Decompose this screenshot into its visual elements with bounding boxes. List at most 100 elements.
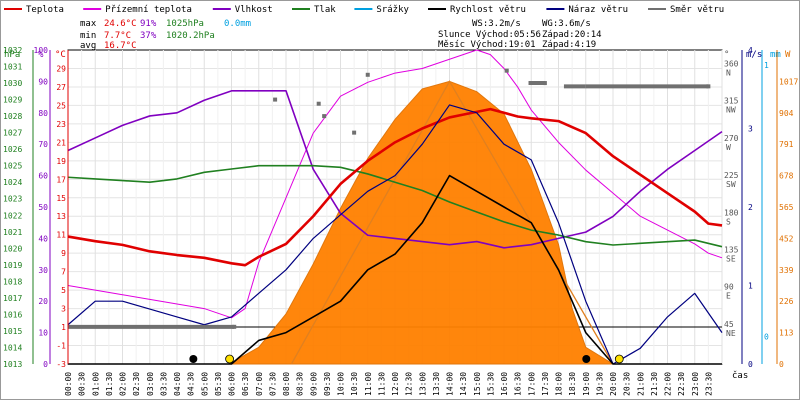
tick-hum-0: 100	[34, 46, 49, 55]
stat-min-label: min	[80, 31, 96, 41]
wind-dir-point-12	[706, 84, 711, 89]
stat-max-temp: 24.6°C	[104, 19, 137, 29]
info-sun-set: Západ:20:14	[542, 30, 602, 40]
tick-time-6: 03:00	[146, 372, 155, 396]
tick-time-44: 22:00	[664, 372, 673, 396]
legend-label-5: Rychlost větru	[450, 5, 526, 15]
axis-hum-unit: %	[38, 50, 44, 60]
tick-hum-6: 40	[38, 234, 48, 243]
tick-dir-name-1: NW	[726, 106, 736, 115]
stat-max-press: 1025hPa	[166, 19, 204, 29]
tick-time-13: 06:30	[241, 372, 250, 396]
tick-hum-8: 20	[38, 297, 48, 306]
tick-temp-12: 5	[61, 286, 66, 295]
legend-label-4: Srážky	[376, 5, 409, 15]
axis-solar-unit: W	[785, 50, 791, 60]
sunrise-marker	[225, 354, 234, 364]
tick-hum-3: 70	[38, 140, 48, 149]
tick-time-40: 20:00	[609, 372, 618, 396]
tick-time-8: 04:00	[173, 372, 182, 396]
tick-time-24: 12:00	[391, 372, 400, 396]
tick-rain-1: 0	[764, 332, 769, 341]
tick-solar-5: 452	[779, 234, 794, 243]
legend-label-3: Tlak	[314, 5, 336, 15]
tick-wind-3: 1	[748, 282, 753, 291]
tick-hpa-4: 1028	[3, 112, 22, 121]
tick-dir-name-4: S	[726, 217, 731, 226]
tick-hpa-9: 1023	[3, 195, 22, 204]
tick-time-33: 16:30	[514, 372, 523, 396]
tick-dir-deg-4: 180	[724, 208, 739, 217]
tick-time-22: 11:00	[364, 372, 373, 396]
tick-time-30: 15:00	[473, 372, 482, 396]
legend-label-0: Teplota	[26, 5, 64, 15]
tick-dir-name-5: SE	[726, 254, 736, 263]
wind-speed-line	[68, 174, 722, 365]
axis-temp-unit: °C	[55, 50, 66, 60]
tick-time-3: 01:30	[105, 372, 114, 396]
tick-solar-7: 226	[779, 297, 794, 306]
tick-temp-15: -1	[56, 342, 66, 351]
tick-dir-name-3: SW	[726, 180, 736, 189]
tick-solar-8: 113	[779, 329, 794, 338]
tick-time-26: 13:00	[418, 372, 427, 396]
tick-temp-13: 3	[61, 305, 66, 314]
tick-hum-4: 60	[38, 172, 48, 181]
tick-time-46: 23:00	[691, 372, 700, 396]
tick-time-39: 19:30	[595, 372, 604, 396]
tick-temp-16: -3	[56, 360, 66, 369]
tick-time-2: 01:00	[91, 372, 100, 396]
tick-time-23: 11:30	[377, 372, 386, 396]
legend-label-7: Směr větru	[670, 5, 724, 15]
wind-dir-point-3	[316, 101, 321, 106]
tick-dir-name-2: W	[726, 143, 731, 152]
info-moon-set: Západ:4:19	[542, 40, 596, 50]
tick-dir-deg-0: 360	[724, 60, 739, 69]
tick-temp-11: 7	[61, 268, 66, 277]
tick-hum-10: 0	[43, 360, 48, 369]
ground-temp-line	[67, 49, 723, 319]
wind-dir-point-6	[365, 72, 370, 77]
tick-wind-4: 0	[748, 360, 753, 369]
tick-dir-name-7: NE	[726, 329, 736, 338]
tick-hpa-18: 1014	[3, 343, 22, 352]
tick-hpa-17: 1015	[3, 327, 22, 336]
stat-max-rain: 0.0mm	[224, 19, 251, 29]
tick-temp-7: 15	[56, 194, 66, 203]
tick-dir-name-6: E	[726, 292, 731, 301]
tick-time-14: 07:00	[255, 372, 264, 396]
tick-time-15: 07:30	[268, 372, 277, 396]
axis-wind-unit: m/s	[746, 50, 762, 60]
tick-wind-0: 4	[748, 46, 753, 55]
tick-dir-deg-3: 225	[724, 171, 739, 180]
tick-solar-3: 678	[779, 172, 794, 181]
tick-hpa-14: 1018	[3, 277, 22, 286]
humidity-line	[67, 90, 723, 249]
tick-dir-name-0: N	[726, 69, 731, 78]
tick-hum-5: 50	[38, 203, 48, 212]
tick-time-10: 05:00	[200, 372, 209, 396]
tick-hpa-0: 1032	[3, 46, 22, 55]
tick-time-43: 21:30	[650, 372, 659, 396]
tick-temp-1: 27	[56, 83, 66, 92]
temperature-line	[67, 107, 723, 267]
tick-hpa-6: 1026	[3, 145, 22, 154]
tick-time-47: 23:30	[704, 372, 713, 396]
axis-dir-unit: °	[724, 50, 729, 60]
tick-temp-4: 21	[56, 138, 66, 147]
tick-dir-deg-2: 270	[724, 134, 739, 143]
tick-hpa-15: 1017	[3, 294, 22, 303]
tick-hpa-1: 1031	[3, 63, 22, 72]
sunset-marker	[614, 354, 624, 364]
tick-time-21: 10:30	[350, 372, 359, 396]
tick-dir-deg-5: 135	[724, 245, 739, 254]
tick-temp-0: 29	[56, 64, 66, 73]
axis-rain-unit: mm	[770, 50, 781, 60]
tick-temp-8: 13	[56, 212, 66, 221]
tick-dir-deg-7: 45	[724, 320, 734, 329]
tick-time-41: 20:30	[623, 372, 632, 396]
tick-hpa-3: 1029	[3, 96, 22, 105]
tick-time-28: 14:00	[446, 372, 455, 396]
tick-dir-deg-6: 90	[724, 283, 734, 292]
